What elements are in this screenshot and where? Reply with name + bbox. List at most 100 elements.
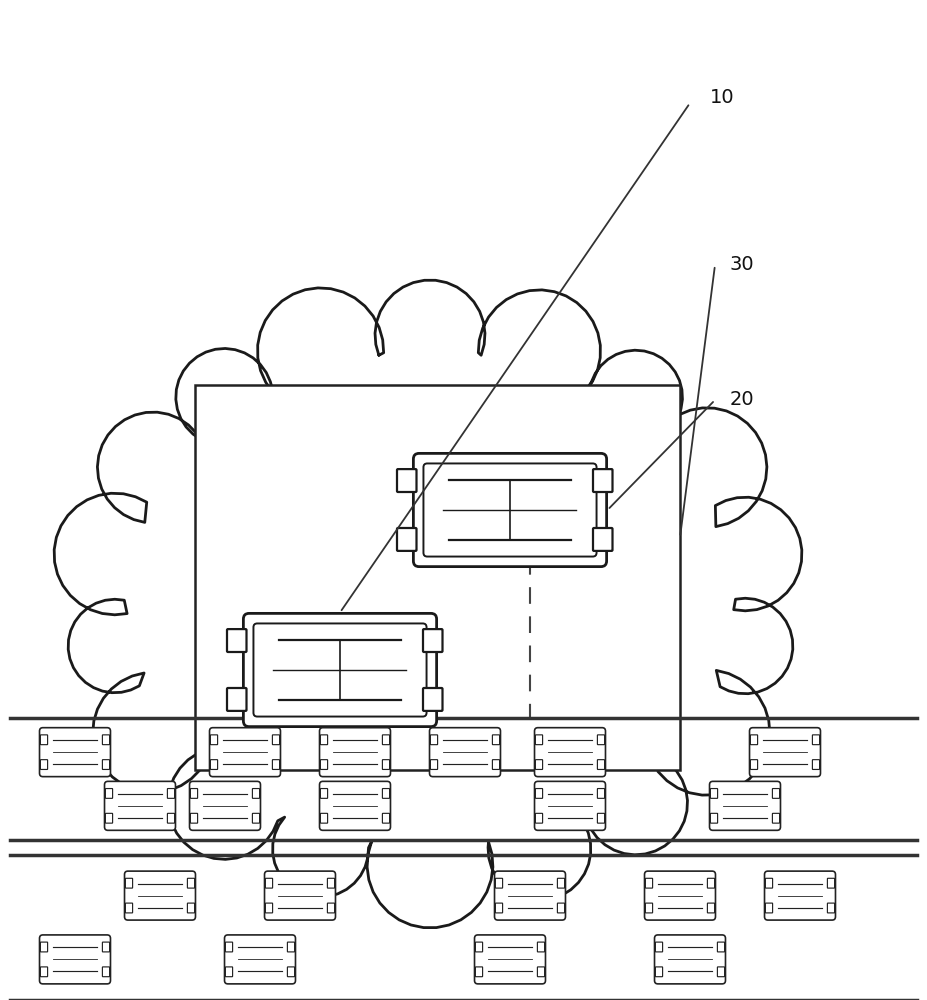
FancyBboxPatch shape: [190, 789, 197, 798]
FancyBboxPatch shape: [327, 903, 335, 913]
FancyBboxPatch shape: [535, 728, 605, 777]
FancyBboxPatch shape: [224, 935, 296, 984]
FancyBboxPatch shape: [124, 871, 196, 920]
FancyBboxPatch shape: [707, 878, 715, 888]
FancyBboxPatch shape: [106, 789, 112, 798]
FancyBboxPatch shape: [536, 813, 542, 823]
FancyBboxPatch shape: [430, 735, 438, 745]
FancyBboxPatch shape: [125, 903, 133, 913]
FancyBboxPatch shape: [535, 781, 605, 830]
FancyBboxPatch shape: [40, 728, 110, 777]
FancyBboxPatch shape: [225, 967, 233, 977]
FancyBboxPatch shape: [709, 781, 781, 830]
FancyBboxPatch shape: [168, 813, 174, 823]
FancyBboxPatch shape: [253, 623, 426, 717]
FancyBboxPatch shape: [105, 781, 175, 830]
FancyBboxPatch shape: [413, 453, 606, 567]
FancyBboxPatch shape: [772, 789, 780, 798]
FancyBboxPatch shape: [772, 813, 780, 823]
FancyBboxPatch shape: [812, 735, 819, 745]
FancyBboxPatch shape: [766, 878, 772, 888]
FancyBboxPatch shape: [265, 878, 273, 888]
FancyBboxPatch shape: [321, 789, 327, 798]
FancyBboxPatch shape: [189, 781, 260, 830]
FancyBboxPatch shape: [424, 463, 597, 557]
FancyBboxPatch shape: [423, 629, 442, 652]
FancyBboxPatch shape: [210, 760, 218, 769]
FancyBboxPatch shape: [765, 871, 835, 920]
FancyBboxPatch shape: [717, 967, 725, 977]
FancyBboxPatch shape: [557, 878, 565, 888]
FancyBboxPatch shape: [321, 760, 327, 769]
FancyBboxPatch shape: [41, 760, 47, 769]
FancyBboxPatch shape: [287, 942, 295, 952]
FancyBboxPatch shape: [750, 760, 757, 769]
FancyBboxPatch shape: [125, 878, 133, 888]
FancyBboxPatch shape: [106, 813, 112, 823]
FancyBboxPatch shape: [828, 903, 834, 913]
FancyBboxPatch shape: [190, 813, 197, 823]
FancyBboxPatch shape: [273, 760, 280, 769]
FancyBboxPatch shape: [321, 813, 327, 823]
FancyBboxPatch shape: [492, 760, 500, 769]
FancyBboxPatch shape: [710, 789, 717, 798]
Text: 20: 20: [730, 390, 755, 409]
FancyBboxPatch shape: [645, 878, 653, 888]
FancyBboxPatch shape: [597, 735, 604, 745]
FancyBboxPatch shape: [102, 967, 109, 977]
FancyBboxPatch shape: [102, 760, 109, 769]
FancyBboxPatch shape: [536, 735, 542, 745]
FancyBboxPatch shape: [210, 735, 218, 745]
FancyBboxPatch shape: [476, 967, 483, 977]
FancyBboxPatch shape: [766, 903, 772, 913]
FancyBboxPatch shape: [321, 735, 327, 745]
FancyBboxPatch shape: [187, 878, 195, 888]
FancyBboxPatch shape: [536, 789, 542, 798]
FancyBboxPatch shape: [536, 760, 542, 769]
FancyBboxPatch shape: [828, 878, 834, 888]
FancyBboxPatch shape: [475, 935, 545, 984]
FancyBboxPatch shape: [383, 735, 389, 745]
FancyBboxPatch shape: [187, 903, 195, 913]
FancyBboxPatch shape: [102, 942, 109, 952]
FancyBboxPatch shape: [494, 871, 565, 920]
FancyBboxPatch shape: [495, 903, 502, 913]
FancyBboxPatch shape: [597, 760, 604, 769]
FancyBboxPatch shape: [655, 967, 663, 977]
FancyBboxPatch shape: [264, 871, 336, 920]
FancyBboxPatch shape: [287, 967, 295, 977]
FancyBboxPatch shape: [40, 935, 110, 984]
FancyBboxPatch shape: [750, 728, 820, 777]
FancyBboxPatch shape: [812, 760, 819, 769]
FancyBboxPatch shape: [273, 735, 280, 745]
FancyBboxPatch shape: [710, 813, 717, 823]
FancyBboxPatch shape: [557, 903, 565, 913]
FancyBboxPatch shape: [41, 735, 47, 745]
FancyBboxPatch shape: [227, 629, 247, 652]
FancyBboxPatch shape: [397, 528, 416, 551]
FancyBboxPatch shape: [252, 813, 260, 823]
FancyBboxPatch shape: [383, 789, 389, 798]
FancyBboxPatch shape: [265, 903, 273, 913]
FancyBboxPatch shape: [102, 735, 109, 745]
FancyBboxPatch shape: [252, 789, 260, 798]
Text: 30: 30: [730, 255, 755, 274]
Text: 10: 10: [710, 88, 734, 107]
FancyBboxPatch shape: [538, 967, 544, 977]
FancyBboxPatch shape: [225, 942, 233, 952]
FancyBboxPatch shape: [210, 728, 281, 777]
FancyBboxPatch shape: [597, 813, 604, 823]
FancyBboxPatch shape: [750, 735, 757, 745]
FancyBboxPatch shape: [383, 760, 389, 769]
FancyBboxPatch shape: [41, 942, 47, 952]
FancyBboxPatch shape: [597, 789, 604, 798]
FancyBboxPatch shape: [320, 781, 390, 830]
FancyBboxPatch shape: [430, 760, 438, 769]
Bar: [195, 385, 680, 770]
FancyBboxPatch shape: [397, 469, 416, 492]
FancyBboxPatch shape: [227, 688, 247, 711]
FancyBboxPatch shape: [654, 935, 726, 984]
FancyBboxPatch shape: [327, 878, 335, 888]
FancyBboxPatch shape: [244, 613, 437, 727]
FancyBboxPatch shape: [320, 728, 390, 777]
